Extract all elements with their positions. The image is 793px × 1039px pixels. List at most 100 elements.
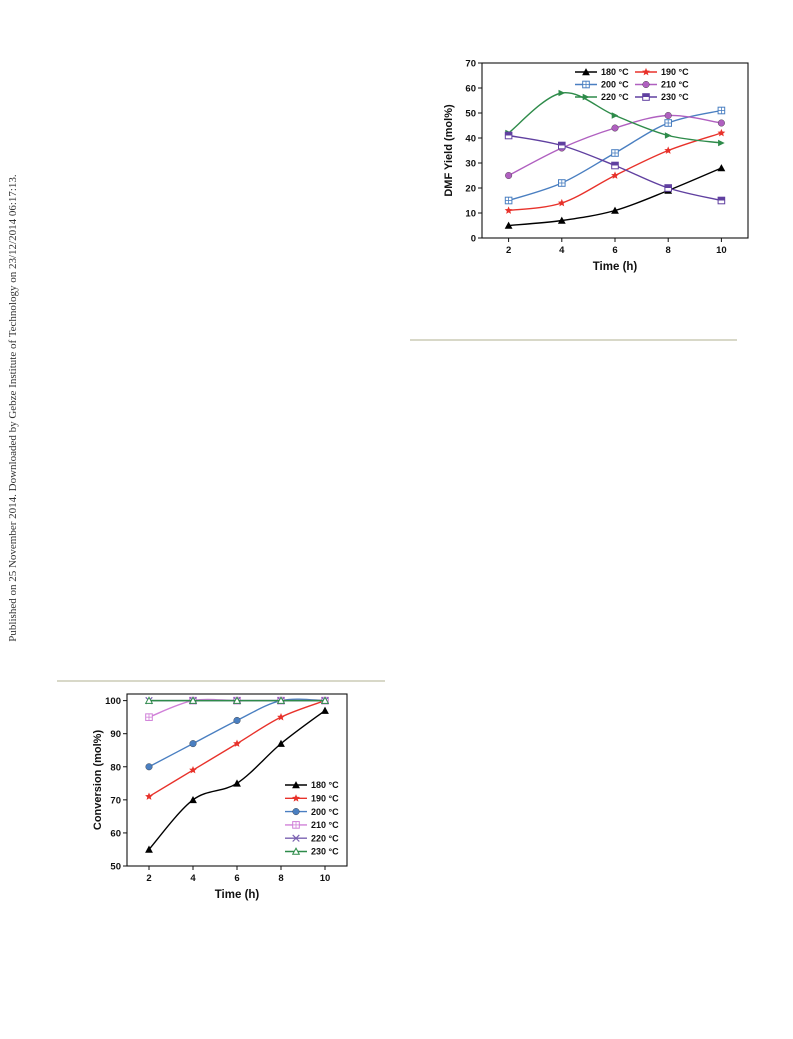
legend-marker xyxy=(291,847,301,855)
divider-rule xyxy=(57,680,385,682)
series-0 xyxy=(145,706,329,853)
legend-item: 200 °C xyxy=(575,80,629,90)
data-point xyxy=(717,128,726,137)
legend-label: 190 °C xyxy=(311,794,339,804)
y-tick-label: 70 xyxy=(465,59,476,70)
x-tick-label: 4 xyxy=(559,245,565,256)
legend-marker xyxy=(582,80,590,89)
legend-item: 230 °C xyxy=(635,92,689,102)
data-point xyxy=(717,119,725,127)
data-point xyxy=(664,112,672,120)
data-point xyxy=(557,216,566,224)
legend-marker xyxy=(582,93,590,101)
data-point xyxy=(558,141,566,150)
y-tick-label: 80 xyxy=(110,762,121,773)
x-axis-label: Time (h) xyxy=(215,889,260,901)
data-point xyxy=(145,792,153,800)
legend-marker xyxy=(292,808,300,816)
data-point xyxy=(144,696,154,704)
x-tick-label: 8 xyxy=(278,873,283,884)
series-4 xyxy=(505,89,725,147)
data-point xyxy=(717,196,726,205)
data-point xyxy=(718,139,725,147)
legend-marker xyxy=(642,93,650,101)
data-point xyxy=(664,119,672,127)
data-point xyxy=(557,198,566,207)
legend-item: 180 °C xyxy=(285,780,339,790)
legend-marker xyxy=(292,834,300,842)
legend-label: 200 °C xyxy=(311,807,339,817)
data-point xyxy=(611,161,619,170)
legend-label: 230 °C xyxy=(661,92,689,102)
legend-label: 230 °C xyxy=(311,847,339,857)
data-point xyxy=(504,196,513,205)
y-tick-label: 50 xyxy=(110,862,121,873)
legend-item: 190 °C xyxy=(635,67,689,77)
legend-marker xyxy=(642,67,650,76)
data-point xyxy=(558,89,566,97)
x-tick-label: 2 xyxy=(506,245,511,256)
legend-marker xyxy=(642,81,650,89)
published-note: Published on 25 November 2014. Downloade… xyxy=(0,0,26,1039)
x-tick-label: 6 xyxy=(234,873,239,884)
data-point xyxy=(664,146,673,154)
legend-item: 180 °C xyxy=(575,67,629,77)
data-point xyxy=(717,106,726,115)
data-point xyxy=(145,845,153,853)
y-tick-label: 30 xyxy=(465,159,476,170)
series-0 xyxy=(504,164,726,229)
data-point xyxy=(189,740,197,748)
data-point xyxy=(717,164,726,172)
data-point xyxy=(611,124,619,132)
legend-label: 210 °C xyxy=(661,80,689,90)
series-2 xyxy=(504,106,726,205)
data-point xyxy=(504,206,513,214)
legend-marker xyxy=(582,68,590,76)
data-point xyxy=(320,696,330,704)
data-point xyxy=(277,713,285,721)
y-tick-label: 90 xyxy=(110,729,121,740)
data-point xyxy=(233,779,241,787)
data-point xyxy=(145,713,153,721)
x-tick-label: 4 xyxy=(190,873,196,884)
data-point xyxy=(504,131,513,140)
data-point xyxy=(188,696,198,704)
x-tick-label: 8 xyxy=(666,245,671,256)
legend-marker xyxy=(292,781,300,789)
data-point xyxy=(232,696,242,704)
legend-label: 180 °C xyxy=(311,780,339,790)
legend-item: 230 °C xyxy=(285,847,339,857)
data-point xyxy=(611,171,619,179)
y-axis-label: DMF Yield (mol%) xyxy=(443,104,455,197)
legend-label: 180 °C xyxy=(601,67,629,77)
data-point xyxy=(558,179,566,187)
legend: 180 °C 190 °C 200 °C 210 °C 220 °C 230 °C xyxy=(285,780,339,857)
y-tick-label: 70 xyxy=(110,795,121,806)
legend-label: 220 °C xyxy=(601,92,629,102)
x-tick-label: 6 xyxy=(612,245,617,256)
data-point xyxy=(189,795,197,804)
data-point xyxy=(233,716,241,724)
legend-item: 210 °C xyxy=(635,80,689,90)
y-tick-label: 100 xyxy=(105,696,121,707)
legend-label: 220 °C xyxy=(311,833,339,843)
y-tick-label: 60 xyxy=(465,84,476,95)
data-point xyxy=(189,765,197,774)
data-point xyxy=(611,206,619,214)
data-point xyxy=(321,706,329,714)
legend-label: 210 °C xyxy=(311,820,339,830)
legend-item: 210 °C xyxy=(285,820,339,830)
legend-label: 190 °C xyxy=(661,67,689,77)
data-point xyxy=(611,112,619,119)
x-axis-label: Time (h) xyxy=(593,261,638,273)
legend-marker xyxy=(292,821,300,829)
y-tick-label: 10 xyxy=(465,209,476,220)
legend: 180 °C 190 °C 200 °C 210 °C 220 °C 230 °C xyxy=(575,67,689,102)
series-5 xyxy=(144,696,330,704)
y-tick-label: 60 xyxy=(110,828,121,839)
data-point xyxy=(611,149,619,157)
legend-label: 200 °C xyxy=(601,80,629,90)
y-tick-label: 40 xyxy=(465,134,476,145)
x-tick-label: 10 xyxy=(320,873,331,884)
data-point xyxy=(664,132,672,139)
